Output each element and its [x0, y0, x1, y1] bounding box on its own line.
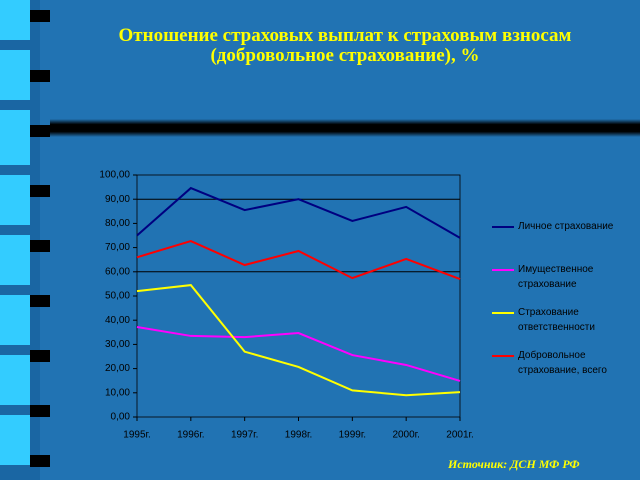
- y-tick-label: 30,00: [105, 339, 130, 350]
- x-tick-label: 1996г.: [177, 430, 204, 441]
- source: Источник: ДСН МФ РФ: [447, 457, 580, 471]
- y-tick-label: 50,00: [105, 291, 130, 302]
- y-tick-label: 90,00: [105, 194, 130, 205]
- y-tick-label: 60,00: [105, 266, 130, 277]
- series-line: [136, 325, 461, 382]
- series-line: [136, 284, 461, 397]
- x-tick-label: 1999г.: [339, 430, 366, 441]
- y-tick-label: 40,00: [105, 315, 130, 326]
- legend-label: Личное страхование: [518, 221, 614, 232]
- x-tick-label: 1997г.: [231, 430, 258, 441]
- binder: [0, 0, 50, 480]
- x-tick-label: 2000г.: [392, 430, 419, 441]
- series-line: [136, 240, 461, 280]
- y-tick-label: 10,00: [105, 387, 130, 398]
- y-tick-label: 80,00: [105, 218, 130, 229]
- plot-frame: [136, 174, 461, 418]
- chart-subtitle: (добровольное страхование), %: [210, 45, 479, 66]
- chart-title: Отношение страховых выплат к страховым в…: [119, 25, 572, 46]
- y-tick-label: 0,00: [111, 412, 131, 423]
- y-tick-label: 70,00: [105, 242, 130, 253]
- divider: [50, 119, 640, 137]
- legend-label: Имущественное страхование: [518, 264, 594, 290]
- x-tick-label: 1998г.: [285, 430, 312, 441]
- legend-label: Страхование ответственности: [518, 307, 595, 333]
- y-tick-label: 100,00: [99, 170, 130, 181]
- y-tick-label: 20,00: [105, 363, 130, 374]
- x-tick-label: 1995г.: [123, 430, 150, 441]
- x-tick-label: 2001г.: [446, 430, 473, 441]
- legend-label: Добровольное страхование, всего: [518, 350, 607, 376]
- series-line: [136, 186, 461, 239]
